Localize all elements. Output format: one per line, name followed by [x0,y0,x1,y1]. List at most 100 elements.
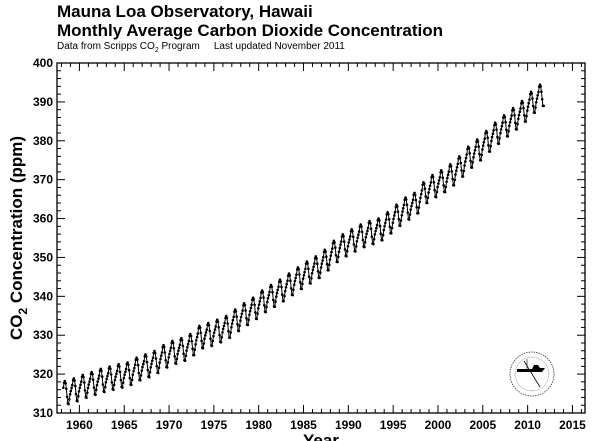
data-point [306,262,309,265]
data-point [234,310,238,313]
x-tick-label: 1960 [66,418,93,432]
data-point [508,124,511,128]
data-point [365,232,368,236]
data-point [446,176,449,180]
data-point [537,90,540,94]
data-point [348,235,352,238]
data-point [487,143,490,147]
data-point [337,255,340,259]
data-point [506,135,510,138]
data-point [176,352,179,356]
data-point [95,383,99,387]
data-point [310,277,313,280]
data-point [150,359,154,363]
data-point [259,296,262,300]
data-point [508,120,512,124]
data-point [258,300,262,303]
data-point [121,381,125,385]
data-point [440,169,443,172]
data-point [316,262,319,266]
data-point [268,290,271,294]
data-point [498,137,501,140]
data-point [320,262,324,266]
data-point [329,254,333,257]
data-point [63,379,67,383]
data-point [219,341,223,344]
data-point [246,323,250,327]
data-point [210,344,214,348]
data-point [164,359,167,362]
data-point [526,105,530,108]
data-point [132,369,135,373]
data-point [70,386,73,390]
data-point [461,175,465,178]
data-point [195,339,198,342]
data-point [174,362,178,366]
data-point [387,212,390,216]
data-point [295,273,298,276]
data-point [445,180,448,183]
data-point [378,224,382,228]
data-point [218,333,221,337]
data-point [127,363,130,367]
data-point [382,228,386,232]
data-point [452,184,456,187]
data-point [232,315,235,319]
data-point [186,342,190,346]
y-axis-label: CO2 Concentration (ppm) [7,136,30,340]
data-point [298,273,301,276]
data-point [106,371,110,375]
data-point [169,346,173,350]
data-point [150,362,153,366]
data-point [193,348,197,352]
data-point [182,352,185,356]
data-point [486,136,490,139]
data-point [428,184,432,187]
data-point [437,182,440,185]
data-point [413,193,417,197]
data-point [238,324,241,328]
data-point [201,347,205,350]
x-tick-label: 1970 [156,418,183,432]
data-point [220,336,223,339]
data-point [90,370,93,374]
data-point [256,312,259,315]
data-point [490,139,493,143]
data-point [423,187,427,190]
data-point [136,363,140,367]
data-point [139,379,142,382]
data-point [223,321,226,325]
data-point [413,191,416,195]
data-point [536,94,539,97]
data-point [77,389,81,393]
data-point [477,145,481,148]
data-point [381,233,385,237]
data-point [284,286,288,289]
x-tick-label: 1980 [245,418,272,432]
data-point [334,254,338,257]
data-point [224,314,228,318]
data-point [429,181,433,184]
data-point [533,111,536,114]
data-point [270,285,274,289]
data-point [115,372,118,376]
data-point [391,221,395,224]
data-point [432,181,436,184]
data-point [539,85,542,88]
data-point [449,164,453,168]
data-point [136,358,139,361]
data-point [81,373,85,377]
data-point [485,131,489,134]
data-point [76,399,79,403]
data-point [499,128,503,131]
data-point [451,177,454,181]
data-point [526,109,529,112]
y-tick-label: 360 [33,212,53,226]
data-point [437,179,441,182]
data-point [405,203,409,206]
data-point [230,322,234,325]
data-point [133,366,136,370]
data-point [198,326,202,329]
data-point [496,135,499,139]
data-point [212,331,216,334]
